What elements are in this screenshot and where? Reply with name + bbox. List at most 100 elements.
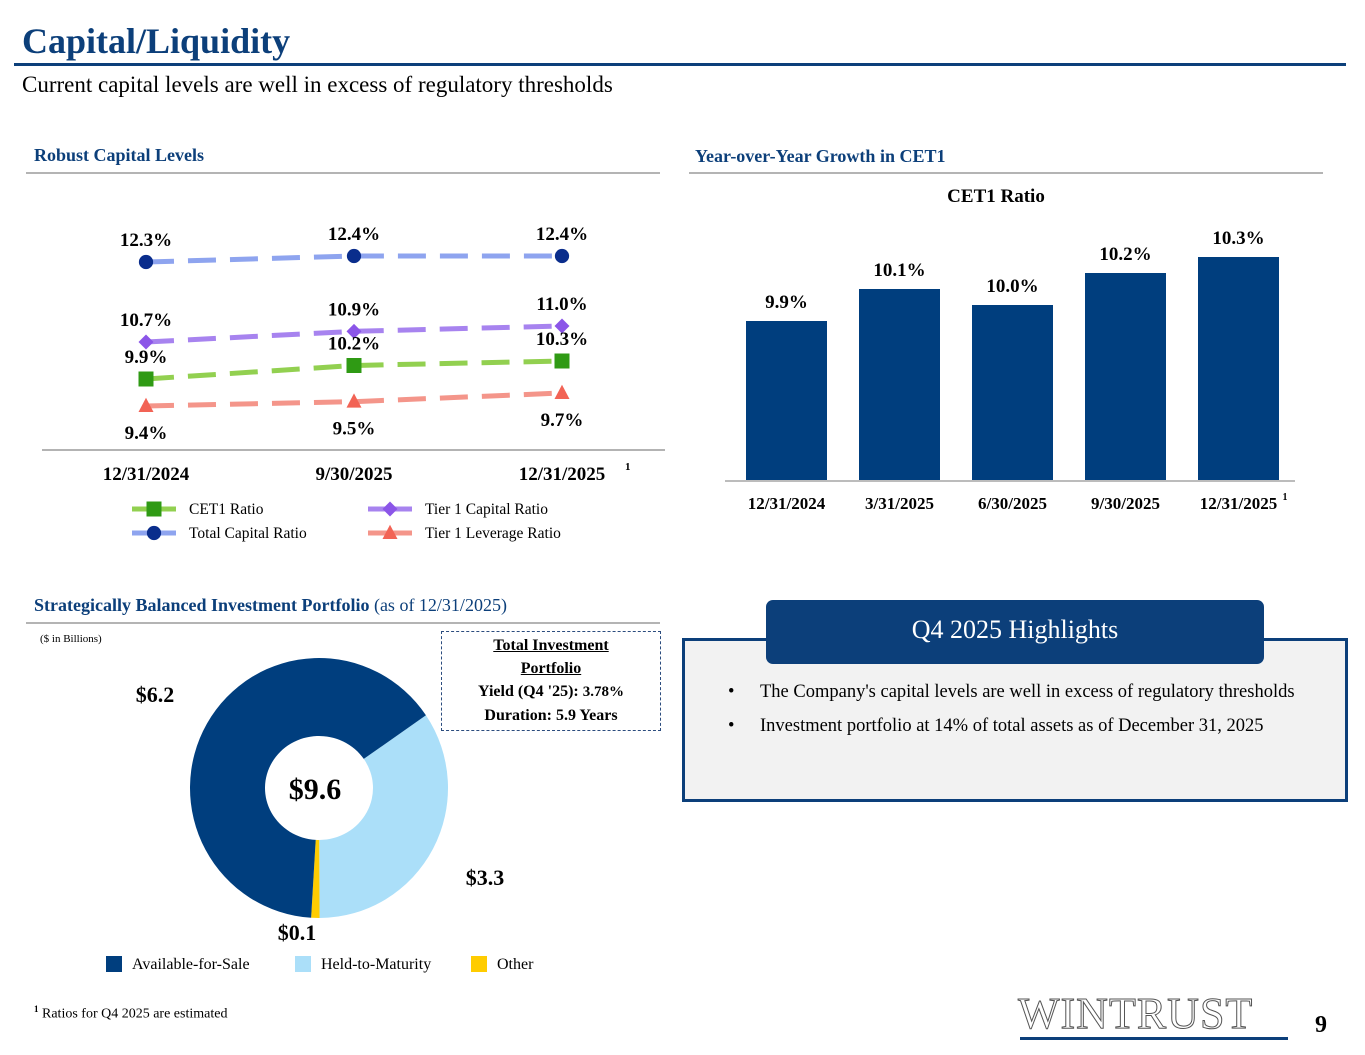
logo-underline (1020, 1037, 1288, 1040)
legend-label: Tier 1 Capital Ratio (425, 501, 548, 518)
series-line (145, 253, 562, 265)
slice-held-to-maturity (319, 715, 448, 918)
data-point (346, 358, 362, 373)
data-point (346, 323, 362, 339)
cet1-ratio-bar-chart: CET1 Ratio 9.9% 12/31/2024 10.1% 3/31/2025 10… (725, 186, 1295, 513)
page-subtitle: Current capital levels are well in exces… (22, 72, 613, 97)
series-total-capital-ratio: 12.3% 12.4% 12.4% (120, 224, 588, 270)
legend-item-other: Other (471, 956, 534, 973)
bar (1085, 273, 1166, 480)
data-point (138, 397, 154, 412)
footnote: 1 Ratios for Q4 2025 are estimated (34, 1004, 227, 1023)
unit-note: ($ in Billions) (40, 633, 102, 645)
legend-item-total-capital-ratio: Total Capital Ratio (132, 525, 307, 542)
section-divider (26, 172, 660, 174)
data-point (554, 318, 570, 334)
data-label: 10.3% (536, 329, 588, 350)
legend-label: Total Capital Ratio (189, 525, 307, 542)
data-label: 12.3% (120, 230, 172, 251)
portfolio-heading-date: (as of 12/31/2025) (369, 595, 507, 615)
highlight-text: Investment portfolio at 14% of total ass… (760, 716, 1264, 736)
legend-swatch (106, 956, 122, 972)
bar (972, 305, 1053, 480)
slice-other (311, 839, 320, 918)
footnote-mark: 1 (625, 461, 631, 473)
data-point (554, 353, 570, 369)
bar (746, 321, 827, 480)
section-heading-cet1-growth: Year-over-Year Growth in CET1 (695, 146, 946, 166)
series-cet1-ratio: 9.9% 10.2% 10.3% (125, 329, 588, 387)
legend-label: CET1 Ratio (189, 501, 264, 518)
legend-swatch (295, 956, 311, 972)
bullet-icon: • (728, 716, 735, 736)
legend-item-cet1-ratio: CET1 Ratio (132, 501, 264, 518)
data-label: 12.4% (536, 224, 588, 245)
data-label: 10.9% (328, 299, 380, 320)
footnote-text: Ratios for Q4 2025 are estimated (38, 1006, 228, 1022)
data-label: 9.4% (125, 423, 168, 444)
legend-item-held-to-maturity: Held-to-Maturity (295, 956, 431, 973)
yield-value: 3.78% (582, 684, 624, 700)
footnote-mark: 1 (1283, 492, 1288, 503)
data-label: 9.7% (541, 410, 584, 431)
legend-item-tier-1-capital-ratio: Tier 1 Capital Ratio (368, 501, 548, 518)
data-label: 9.5% (333, 419, 376, 440)
x-tick-label: 12/31/2025 (1200, 494, 1277, 513)
series-tier-1-capital-ratio: 10.7% 10.9% 11.0% (120, 294, 588, 350)
series-line (145, 390, 563, 409)
highlight-item: • The Company's capital levels are well … (728, 680, 1338, 704)
x-tick-label: 12/31/2025 (519, 464, 606, 485)
highlight-text: The Company's capital levels are well in… (760, 682, 1295, 702)
data-point (346, 248, 362, 264)
portfolio-box-title-line1: Total Investment (493, 637, 609, 654)
capital-levels-line-chart: 12.3% 12.4% 12.4%10.7%10.9% 11.0%9.9%10.2% 1… (42, 224, 665, 542)
data-point (346, 393, 362, 408)
section-heading-capital-levels: Robust Capital Levels (34, 145, 205, 165)
legend-item-available-for-sale: Available-for-Sale (106, 956, 250, 973)
chart-title: CET1 Ratio (947, 186, 1045, 207)
data-label: 10.2% (328, 334, 380, 355)
bullet-icon: • (728, 682, 735, 702)
donut-center-total: $9.6 (289, 773, 342, 806)
portfolio-heading-bold: Strategically Balanced Investment Portfo… (34, 595, 370, 615)
section-divider (689, 172, 1323, 174)
legend-marker-triangle-icon (382, 524, 398, 539)
slice-label: $6.2 (136, 682, 175, 707)
total-investment-portfolio-box: Total Investment Portfolio Yield (Q4 '25… (441, 631, 661, 731)
data-label: 9.9% (125, 347, 168, 368)
x-tick-label: 12/31/2024 (748, 494, 826, 513)
x-tick-label: 6/30/2025 (978, 494, 1047, 513)
section-divider (26, 622, 660, 624)
highlights-list: • The Company's capital levels are well … (728, 680, 1338, 748)
x-tick-label: 3/31/2025 (865, 494, 934, 513)
data-point (554, 248, 570, 264)
legend-marker-diamond-icon (382, 501, 398, 517)
x-tick-label: 9/30/2025 (1091, 494, 1160, 513)
data-point (138, 334, 154, 350)
page-title: Capital/Liquidity (22, 21, 291, 61)
legend-marker-circle-icon (146, 525, 162, 541)
series-line (145, 358, 563, 382)
legend-label: Held-to-Maturity (321, 956, 431, 973)
highlight-item: • Investment portfolio at 14% of total a… (728, 714, 1338, 738)
slice-available-for-sale (190, 658, 426, 918)
highlights-title: Q4 2025 Highlights (766, 600, 1264, 664)
legend-label: Available-for-Sale (132, 956, 250, 973)
data-point (138, 371, 154, 387)
page-number: 9 (1315, 1012, 1327, 1038)
series-line (145, 323, 563, 345)
legend-item-tier-1-leverage-ratio: Tier 1 Leverage Ratio (368, 524, 561, 542)
bar (1198, 257, 1279, 480)
bar-value-label: 10.3% (1212, 228, 1264, 249)
bar-value-label: 10.2% (1099, 244, 1151, 265)
legend-marker-square-icon (146, 501, 162, 517)
slice-label: $3.3 (466, 865, 505, 890)
portfolio-duration: Duration: 5.9 Years (484, 707, 618, 724)
data-label: 11.0% (536, 294, 587, 315)
footnote-mark: 1 (34, 1004, 39, 1014)
slice-label: $0.1 (278, 920, 317, 945)
investment-portfolio-donut-chart: $9.6 $6.2 $3.3 $0.1 Available-for-Sale Held-t… (106, 658, 534, 973)
section-heading-investment-portfolio: Strategically Balanced Investment Portfo… (34, 594, 507, 616)
bar-value-label: 10.0% (986, 276, 1038, 297)
data-point (138, 254, 154, 270)
